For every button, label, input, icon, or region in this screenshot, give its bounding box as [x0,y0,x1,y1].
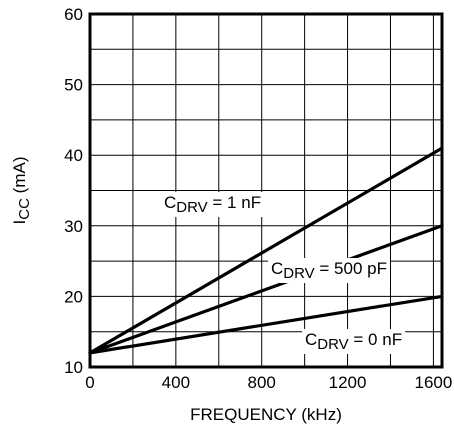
x-tick-label: 800 [248,373,276,392]
y-tick-label: 30 [64,217,83,236]
y-tick-label: 50 [64,76,83,95]
x-tick-labels: 0 400 800 1200 1600 [85,373,452,392]
y-tick-label: 20 [64,287,83,306]
x-tick-label: 0 [85,373,94,392]
y-tick-label: 10 [64,358,83,377]
plot-frame [88,12,444,369]
y-axis-label: ICC (mA) [10,157,33,225]
x-axis-label: FREQUENCY (kHz) [190,405,342,424]
series-label-1nf: CDRV = 1 nF [161,192,265,217]
grid-lines [90,14,442,367]
series-lines [88,146,444,355]
series-line-0 [88,146,444,355]
y-tick-label: 60 [64,5,83,24]
series-label-500pf: CDRV = 500 pF [268,258,390,283]
y-tick-label: 40 [64,146,83,165]
series-line-1 [88,224,444,355]
series-labels: CDRV = 1 nF CDRV = 500 pF CDRV = 0 nF [161,192,406,354]
svg-text:CDRV = 0 nF: CDRV = 0 nF [305,330,402,353]
series-label-0nf: CDRV = 0 nF [302,329,406,354]
svg-text:CDRV = 1 nF: CDRV = 1 nF [164,193,261,216]
svg-text:CDRV = 500 pF: CDRV = 500 pF [271,259,387,282]
x-tick-label: 1600 [415,373,453,392]
y-tick-labels: 10 20 30 40 50 60 [64,5,83,377]
series-line-2 [88,294,444,355]
x-tick-label: 1200 [329,373,367,392]
x-tick-label: 400 [162,373,190,392]
